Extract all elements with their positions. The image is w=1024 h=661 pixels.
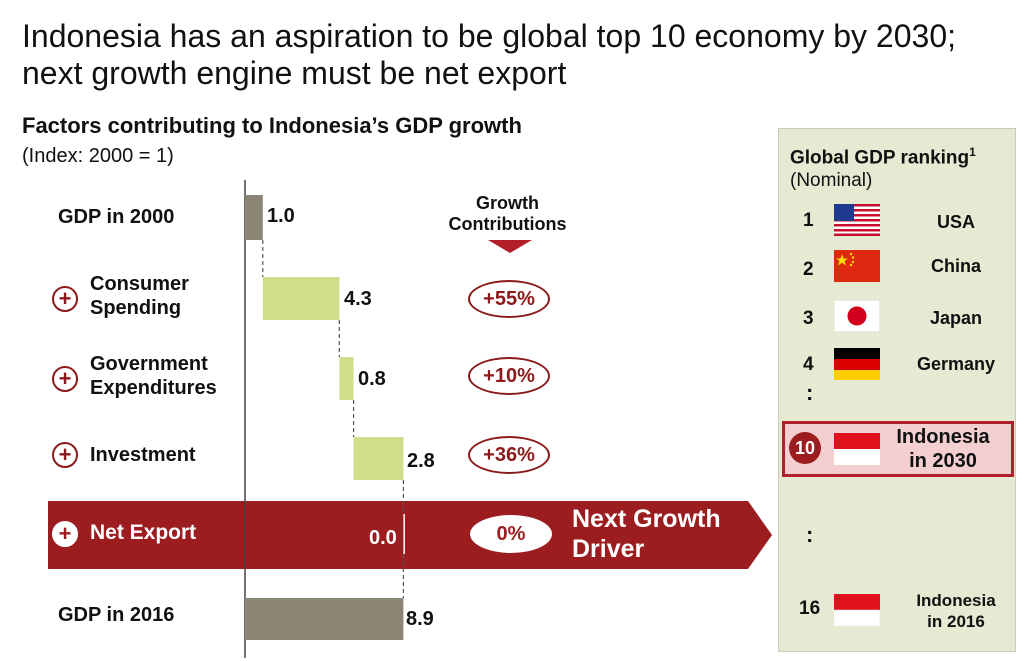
page-title: Indonesia has an aspiration to be global…	[22, 18, 956, 91]
net-export-banner	[48, 501, 772, 569]
row-label-consumer-spending: Consumer Spending	[90, 272, 189, 320]
country-line: in 2030	[909, 450, 977, 472]
rank-number: 2	[803, 259, 814, 280]
country-name: China	[930, 256, 981, 276]
country-line: in 2016	[927, 612, 985, 631]
rank-number: 4	[803, 354, 814, 375]
contribution-badge: +55%	[468, 280, 550, 318]
row-label-gdp-2000: GDP in 2000	[58, 206, 175, 228]
data-label: 0.0	[369, 527, 397, 549]
plus-icon: +	[52, 442, 78, 468]
bar-government-expenditures	[339, 357, 354, 400]
country-name: USA	[936, 212, 975, 232]
contribution-badge: +36%	[468, 436, 550, 474]
data-label: 8.9	[406, 608, 434, 630]
country-name: Indonesia in 2016	[896, 590, 1016, 632]
contribution-badge: 0%	[470, 515, 552, 553]
row-label-line: Spending	[90, 297, 182, 319]
row-label-investment: Investment	[90, 444, 196, 466]
row-label-net-export: Net Export	[90, 521, 197, 544]
ranking-title: Global GDP ranking1	[790, 145, 976, 169]
indonesia-flag-icon	[834, 433, 880, 465]
ellipsis-colon: :	[806, 380, 814, 405]
indonesia-flag-icon	[834, 594, 880, 626]
row-label-line: Consumer	[90, 273, 189, 295]
plus-icon: +	[52, 366, 78, 392]
ellipsis-colon: :	[806, 522, 814, 547]
growth-down-arrow-icon	[488, 240, 532, 253]
bar-investment	[353, 437, 404, 480]
row-label-line: Government	[90, 353, 208, 375]
plus-icon: +	[52, 521, 78, 547]
country-line: Indonesia	[896, 426, 990, 448]
contribution-badge: +10%	[468, 357, 550, 395]
rank-number: 1	[803, 210, 814, 231]
bar-consumer-spending	[262, 277, 340, 320]
bar-gdp-in-2000	[245, 195, 263, 240]
bar-net-export	[403, 514, 405, 554]
row-label-line: Expenditures	[90, 377, 217, 399]
germany-flag-icon	[834, 348, 880, 380]
rank-number: 16	[799, 598, 821, 619]
growth-contributions-header: Growth Contributions	[448, 193, 567, 234]
chart-title: Factors contributing to Indonesia’s GDP …	[22, 113, 522, 138]
next-growth-driver-label: Next Growth Driver	[572, 504, 721, 564]
row-label-gdp-2016: GDP in 2016	[58, 604, 175, 626]
footnote-marker: 1	[969, 145, 976, 159]
rank-number: 3	[803, 308, 814, 329]
usa-flag-icon	[834, 204, 880, 236]
plus-icon: +	[52, 286, 78, 312]
country-name: Germany	[916, 354, 996, 374]
data-label: 2.8	[407, 450, 435, 472]
ranking-subtitle: (Nominal)	[790, 170, 873, 191]
country-name: Indonesia in 2030	[883, 425, 1003, 473]
rank-10-badge: 10	[789, 432, 821, 464]
country-name: Japan	[929, 308, 983, 328]
data-label: 4.3	[344, 288, 372, 310]
japan-flag-icon	[834, 300, 880, 332]
bar-gdp-in-2016	[245, 598, 404, 640]
data-label: 0.8	[358, 368, 386, 390]
banner-line: Driver	[572, 535, 645, 563]
chart-subtitle: (Index: 2000 = 1)	[22, 145, 174, 167]
china-flag-icon	[834, 250, 880, 282]
ranking-title-text: Global GDP ranking	[790, 147, 970, 169]
country-line: Indonesia	[916, 591, 996, 610]
banner-line: Next Growth	[572, 505, 721, 533]
row-label-government-expenditures: Government Expenditures	[90, 352, 217, 400]
data-label: 1.0	[267, 205, 295, 227]
gdp-ranking-panel	[778, 128, 1016, 652]
